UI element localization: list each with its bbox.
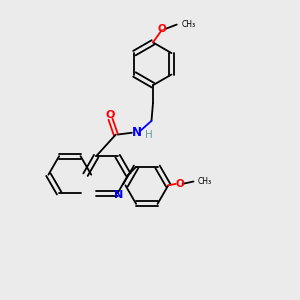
Text: CH₃: CH₃ xyxy=(198,177,212,186)
Text: N: N xyxy=(114,190,123,200)
Text: O: O xyxy=(158,24,166,34)
Text: CH₃: CH₃ xyxy=(181,20,195,29)
Text: H: H xyxy=(145,130,152,140)
Text: N: N xyxy=(132,126,142,139)
Text: O: O xyxy=(175,179,184,189)
Text: O: O xyxy=(106,110,115,120)
